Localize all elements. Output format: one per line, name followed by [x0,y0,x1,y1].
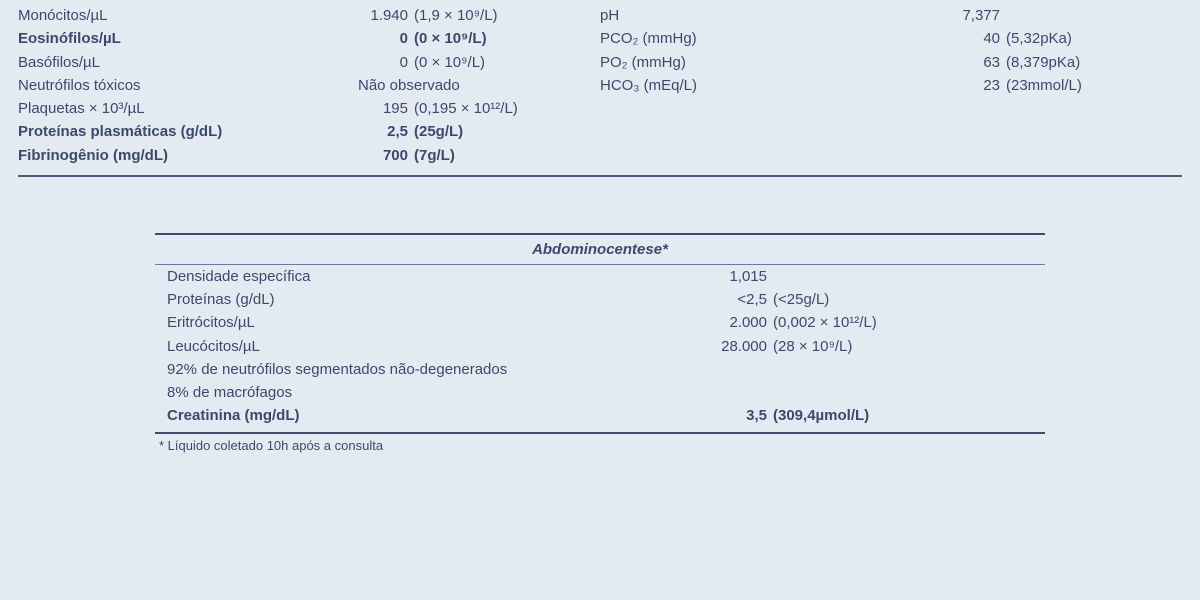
table-row: Leucócitos/µL 28.000 (28 × 10⁹/L) [155,335,1045,358]
cell-value: 23 [880,74,1006,97]
cell-value: 0 [318,51,414,74]
table-row: Proteínas (g/dL) <2,5 (<25g/L) [155,288,1045,311]
cell-value: Não observado [318,74,600,97]
left-column: Monócitos/µL 1.940 (1,9 × 10⁹/L) Eosinóf… [18,4,600,167]
cell-label: PO₂ (mmHg) [600,51,880,74]
table-row: Eritrócitos/µL 2.000 (0,002 × 10¹²/L) [155,311,1045,334]
cell-label: Plaquetas × 10³/µL [18,97,318,120]
cell-unit: (0,195 × 10¹²/L) [414,97,600,120]
cell-value: 7,377 [880,4,1006,27]
cell-label: Leucócitos/µL [167,335,597,358]
cell-label: pH [600,4,880,27]
table-row: Basófilos/µL 0 (0 × 10⁹/L) [18,51,600,74]
cell-label: Creatinina (mg/dL) [167,404,597,427]
table-row: HCO₃ (mEq/L) 23 (23mmol/L) [600,74,1182,97]
cell-value: 195 [318,97,414,120]
cell-value: 40 [880,27,1006,50]
cell-unit: (5,32pKa) [1006,27,1182,50]
top-section: Monócitos/µL 1.940 (1,9 × 10⁹/L) Eosinóf… [18,0,1182,167]
cell-unit: (23mmol/L) [1006,74,1182,97]
cell-value: 63 [880,51,1006,74]
table-row: PCO₂ (mmHg) 40 (5,32pKa) [600,27,1182,50]
cell-unit: (0 × 10⁹/L) [414,27,600,50]
cell-unit: (25g/L) [414,120,600,143]
cell-value: 1,015 [597,265,773,288]
cell-unit: (7g/L) [414,144,600,167]
footnote: * Líquido coletado 10h após a consulta [155,434,1045,453]
cell-value: 2.000 [597,311,773,334]
table-row: Creatinina (mg/dL) 3,5 (309,4µmol/L) [155,404,1045,433]
cell-unit: (<25g/L) [773,288,1033,311]
table-row: pH 7,377 [600,4,1182,27]
table-row: Proteínas plasmáticas (g/dL) 2,5 (25g/L) [18,120,600,143]
cell-value: 0 [318,27,414,50]
table-row: 92% de neutrófilos segmentados não-degen… [155,358,1045,381]
cell-label: HCO₃ (mEq/L) [600,74,880,97]
table-title: Abdominocentese* [155,233,1045,265]
cell-unit: (28 × 10⁹/L) [773,335,1033,358]
cell-label: Monócitos/µL [18,4,318,27]
cell-unit: (0,002 × 10¹²/L) [773,311,1033,334]
table-row: Monócitos/µL 1.940 (1,9 × 10⁹/L) [18,4,600,27]
cell-unit: (309,4µmol/L) [773,404,1033,427]
page: Monócitos/µL 1.940 (1,9 × 10⁹/L) Eosinóf… [0,0,1200,600]
cell-label: 92% de neutrófilos segmentados não-degen… [167,358,1033,381]
right-column: pH 7,377 PCO₂ (mmHg) 40 (5,32pKa) PO₂ (m… [600,4,1182,167]
cell-label: Fibrinogênio (mg/dL) [18,144,318,167]
cell-label: Eritrócitos/µL [167,311,597,334]
table-row: Eosinófilos/µL 0 (0 × 10⁹/L) [18,27,600,50]
cell-value: 3,5 [597,404,773,427]
cell-unit: (0 × 10⁹/L) [414,51,600,74]
abdominocentese-table: Abdominocentese* Densidade específica 1,… [155,233,1045,453]
table-row: PO₂ (mmHg) 63 (8,379pKa) [600,51,1182,74]
cell-value: <2,5 [597,288,773,311]
cell-unit: (8,379pKa) [1006,51,1182,74]
table-row: Densidade específica 1,015 [155,265,1045,288]
cell-value: 2,5 [318,120,414,143]
divider [18,175,1182,177]
table-row: 8% de macrófagos [155,381,1045,404]
cell-label: PCO₂ (mmHg) [600,27,880,50]
table-row: Plaquetas × 10³/µL 195 (0,195 × 10¹²/L) [18,97,600,120]
cell-label: Proteínas (g/dL) [167,288,597,311]
cell-value: 1.940 [318,4,414,27]
cell-label: Proteínas plasmáticas (g/dL) [18,120,318,143]
table-row: Fibrinogênio (mg/dL) 700 (7g/L) [18,144,600,167]
cell-label: 8% de macrófagos [167,381,1033,404]
cell-label: Densidade específica [167,265,597,288]
cell-label: Eosinófilos/µL [18,27,318,50]
cell-value: 700 [318,144,414,167]
table-row: Neutrófilos tóxicos Não observado [18,74,600,97]
cell-label: Neutrófilos tóxicos [18,74,318,97]
cell-unit: (1,9 × 10⁹/L) [414,4,600,27]
cell-value: 28.000 [597,335,773,358]
cell-label: Basófilos/µL [18,51,318,74]
